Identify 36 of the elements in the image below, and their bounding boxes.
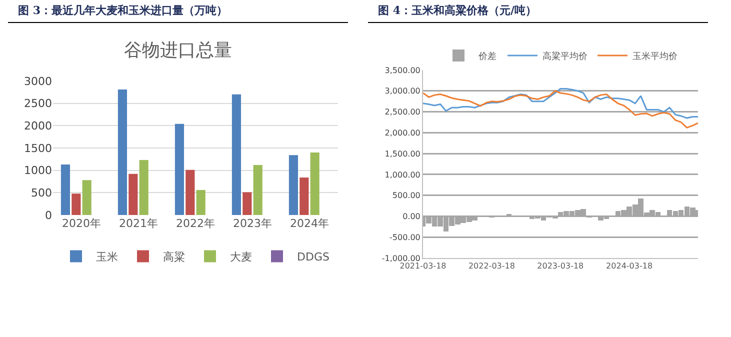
legend-label: 价差 (478, 51, 496, 62)
y-tick-label: -1,000.00 (382, 254, 420, 263)
y-tick-label: 2500 (24, 97, 52, 110)
y-tick-label: 1500 (24, 142, 52, 155)
x-tick-label: 2024-03-18 (606, 262, 653, 271)
y-tick-label: 3,000.00 (384, 86, 420, 96)
y-tick-label: 1000 (24, 164, 52, 178)
x-tick-label: 2022年 (176, 217, 215, 230)
x-tick-label: 2022-03-18 (468, 262, 515, 271)
y-tick-label: 500.00 (392, 191, 420, 200)
legend-label: DDGS (297, 250, 330, 264)
x-tick-label: 2023年 (233, 217, 272, 230)
chart-subtitle: 谷物进口总量 (124, 40, 232, 62)
y-tick-label: 1,500.00 (384, 149, 420, 158)
y-tick-label: 2,500.00 (384, 108, 420, 117)
legend-label: 高粱平均价 (542, 51, 588, 62)
x-tick-label: 2020年 (62, 217, 101, 230)
y-tick-label: 3,500.00 (384, 66, 420, 75)
x-tick-label: 2023-03-18 (537, 262, 584, 271)
x-tick-label: 2021-03-18 (400, 262, 446, 271)
legend-label: 大麦 (230, 250, 252, 264)
y-tick-label: 0 (45, 208, 52, 222)
y-tick-label: -500.00 (390, 232, 420, 242)
y-tick-label: 500 (31, 186, 52, 200)
legend-label: 玉米 (96, 250, 118, 264)
y-tick-label: 0.00 (402, 212, 420, 222)
x-tick-label: 2024年 (290, 217, 329, 230)
legend-label: 高粱 (163, 250, 185, 264)
y-tick-label: 3000 (24, 74, 52, 88)
legend-label: 玉米平均价 (632, 51, 678, 62)
x-tick-label: 2021年 (119, 217, 158, 230)
y-tick-label: 2,000.00 (384, 128, 420, 138)
chart-title: 图 3：最近几年大麦和玉米进口量（万吨） (8, 0, 348, 23)
y-tick-label: 2000 (24, 120, 52, 133)
chart-title: 图 4：玉米和高粱价格（元/吨） (368, 0, 708, 23)
y-tick-label: 1,000.00 (384, 170, 420, 180)
